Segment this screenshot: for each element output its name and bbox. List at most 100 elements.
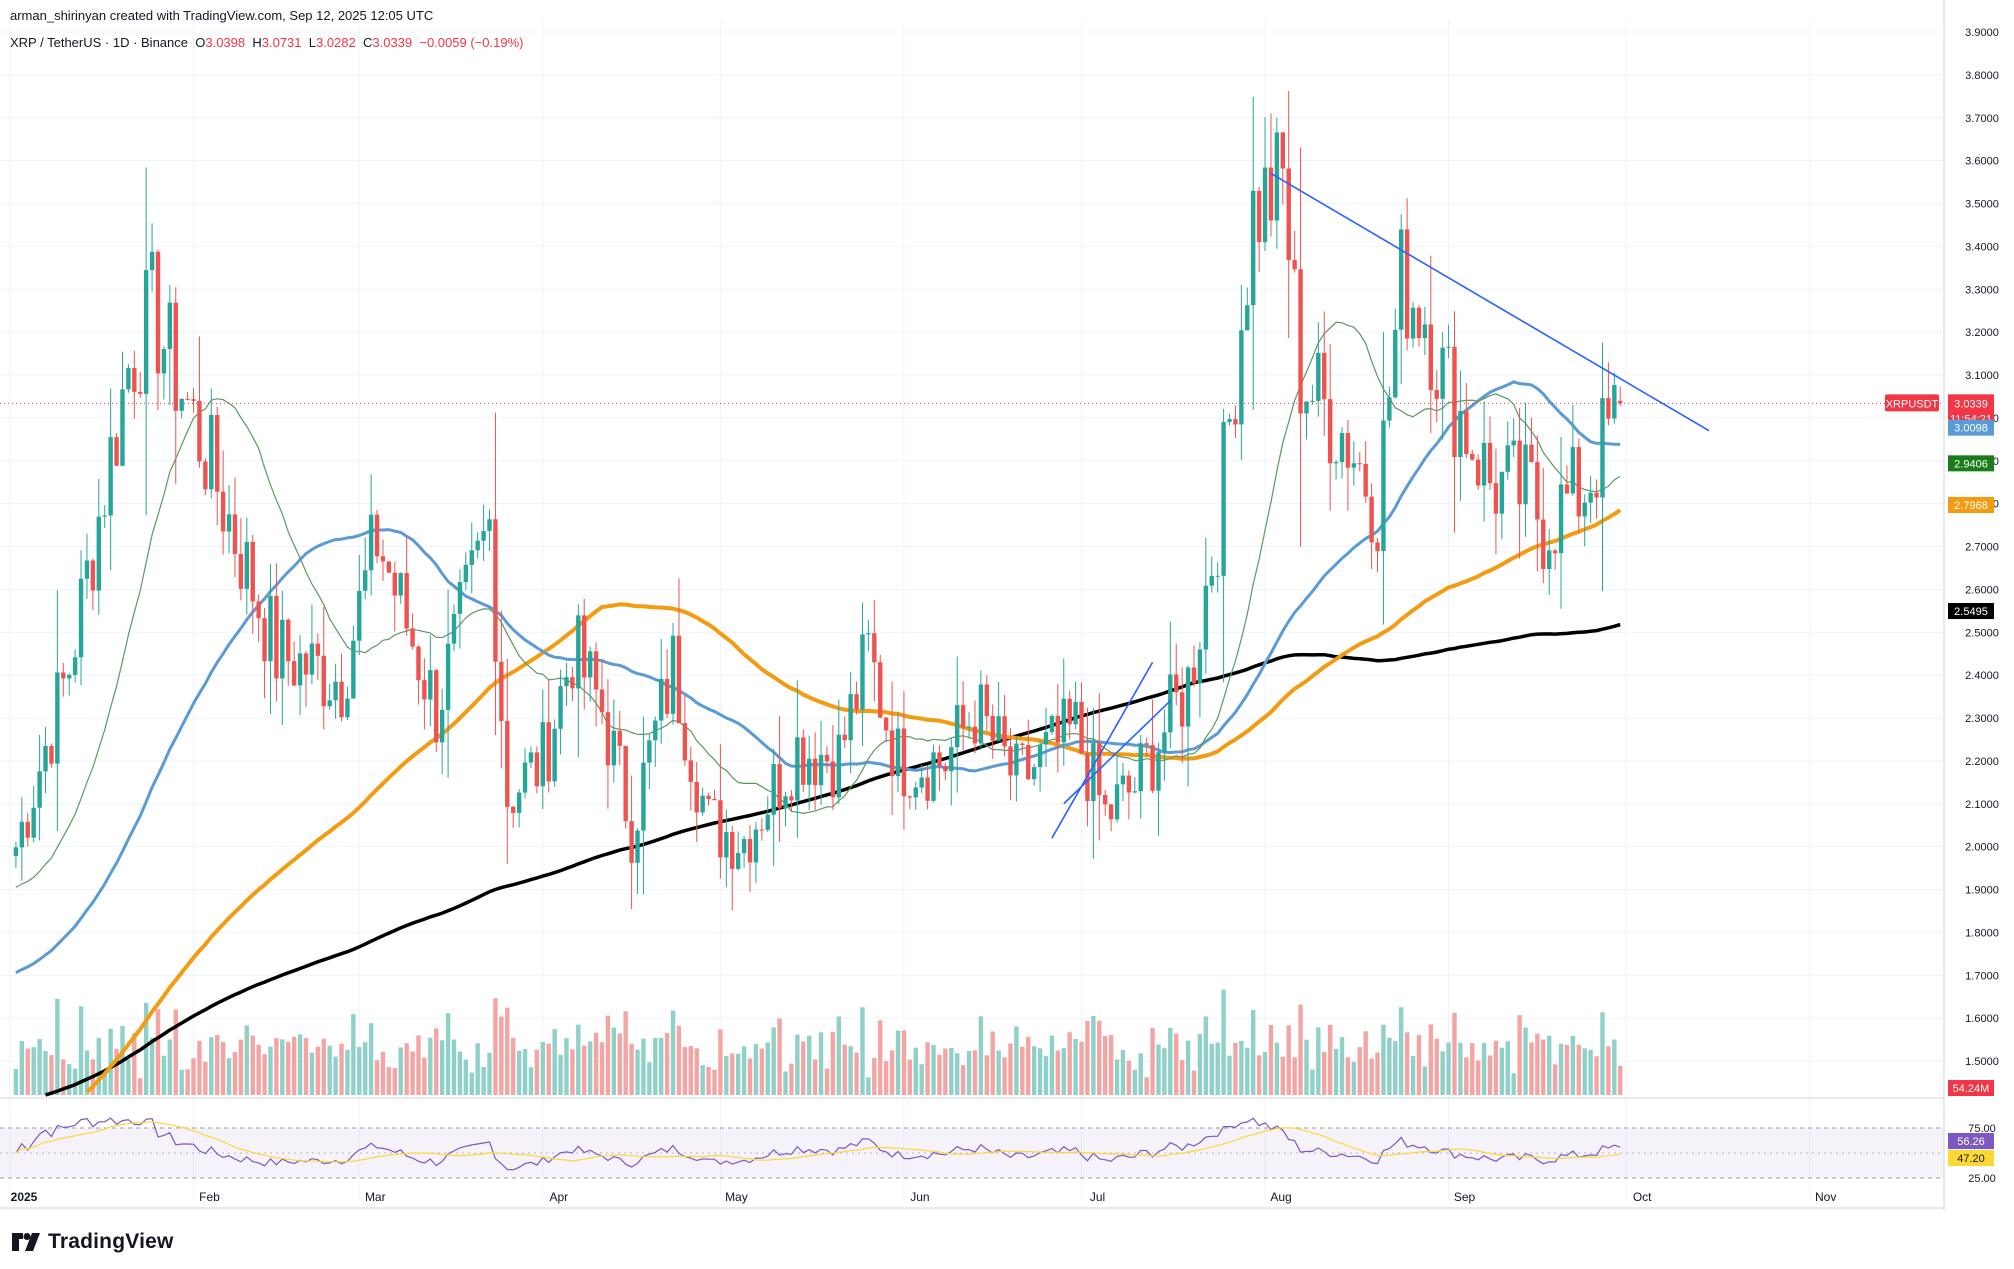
candle-body (582, 615, 587, 678)
candle-body (1535, 462, 1540, 520)
candle-body (1499, 471, 1505, 514)
volume-bar (291, 1036, 297, 1095)
candle-body (1156, 752, 1161, 791)
volume-bar (1541, 1039, 1546, 1095)
volume-bar (564, 1038, 569, 1095)
candle-body (617, 730, 622, 746)
volume-bar (368, 1023, 374, 1095)
volume-bar (1523, 1027, 1528, 1095)
candle-body (955, 705, 960, 748)
volume-bar (925, 1042, 930, 1095)
candle-body (37, 771, 42, 808)
candle-body (1357, 463, 1362, 465)
trendline-drawings[interactable] (0, 172, 1944, 839)
candle-body (943, 766, 948, 772)
volume-bar (1280, 1056, 1285, 1095)
candle-body (161, 348, 167, 374)
volume-bar (1168, 1027, 1173, 1095)
candle-body (1529, 444, 1534, 463)
candle-body (185, 398, 190, 400)
volume-bar (1043, 1056, 1049, 1095)
volume-bar (1233, 1042, 1238, 1095)
volume-bar (1410, 1055, 1416, 1095)
volume-bar (1067, 1032, 1072, 1095)
candle-body (570, 677, 575, 689)
volume-bar (357, 1047, 362, 1095)
volume-bar (1511, 1073, 1516, 1095)
candle-body (78, 578, 84, 658)
candle-body (1558, 484, 1564, 554)
volume-bar (682, 1047, 688, 1095)
volume-bar (664, 1033, 670, 1095)
candle-body (1487, 442, 1493, 484)
candle-body (1073, 701, 1078, 725)
volume-bar (499, 1016, 504, 1095)
candle-body (511, 806, 516, 813)
volume-bar (1618, 1065, 1623, 1095)
volume-bar (416, 1035, 421, 1095)
volume-bar (741, 1046, 747, 1095)
candle-body (428, 670, 433, 700)
volume-bar (1114, 1059, 1120, 1095)
volume-bar (351, 1014, 356, 1095)
volume-bar (96, 1038, 101, 1095)
price-tick-label: 2.0000 (1965, 842, 1999, 854)
ma-value-tag (1948, 419, 1994, 436)
tradingview-logo[interactable]: TradingView (12, 1230, 174, 1254)
candle-body (386, 561, 392, 573)
volume-bar (759, 1048, 765, 1095)
rsi-value-tag (1948, 1133, 1994, 1149)
candle-body (1209, 575, 1214, 586)
volume-bar (1570, 1035, 1576, 1095)
volume-bar (623, 1011, 628, 1095)
volume-bar (546, 1043, 551, 1095)
volume-bar (830, 1032, 836, 1095)
rsi-line (15, 1117, 1621, 1171)
volume-bar (37, 1039, 42, 1095)
volume-bar (688, 1046, 693, 1095)
candle-body (1523, 444, 1528, 505)
volume-bar (1399, 1007, 1404, 1095)
candle-body (1251, 190, 1256, 306)
volume-bar (516, 1050, 522, 1095)
candle-body (741, 838, 747, 854)
volume-bar (469, 1072, 474, 1095)
ma-value-tag (1948, 496, 1994, 513)
candle-body (576, 615, 581, 689)
volume-bar (1179, 1060, 1185, 1095)
volume-bar (179, 1069, 184, 1095)
volume-bar (1132, 1069, 1137, 1095)
time-tick-label: Oct (1633, 1190, 1652, 1204)
candle-body (268, 595, 273, 662)
candle-body (469, 550, 474, 565)
volume-bar (1393, 1041, 1398, 1095)
candle-body (49, 746, 54, 764)
candle-body (327, 700, 332, 707)
volume-bar (1481, 1042, 1487, 1095)
volume-bar (570, 1049, 575, 1095)
volume-bar (451, 1039, 457, 1095)
candle-body (1470, 453, 1475, 460)
volume-bar (185, 1069, 190, 1095)
candle-body (173, 302, 178, 411)
volume-bar (1103, 1036, 1108, 1095)
volume-bar (659, 1037, 664, 1095)
candle-body (392, 572, 397, 596)
candle-body (291, 661, 297, 686)
volume-bar (475, 1043, 480, 1095)
volume-bar (937, 1054, 942, 1095)
legend-symbol: XRP / TetherUS · 1D · Binance (10, 35, 188, 50)
volume-bar (1097, 1020, 1102, 1095)
candle-body (830, 761, 836, 798)
rsi-value-tag (1948, 1150, 1994, 1166)
candle-body (889, 730, 895, 777)
ohlc-legend: XRP / TetherUS · 1D · Binance O3.0398 H3… (10, 35, 523, 50)
volume-bar (149, 1037, 155, 1095)
volume-bar (1576, 1044, 1581, 1095)
candle-body (807, 758, 812, 785)
volume-bar (1434, 1038, 1439, 1095)
candle-body (1298, 269, 1303, 414)
volume-bar (1428, 1024, 1433, 1095)
volume-bar (1150, 1028, 1155, 1095)
